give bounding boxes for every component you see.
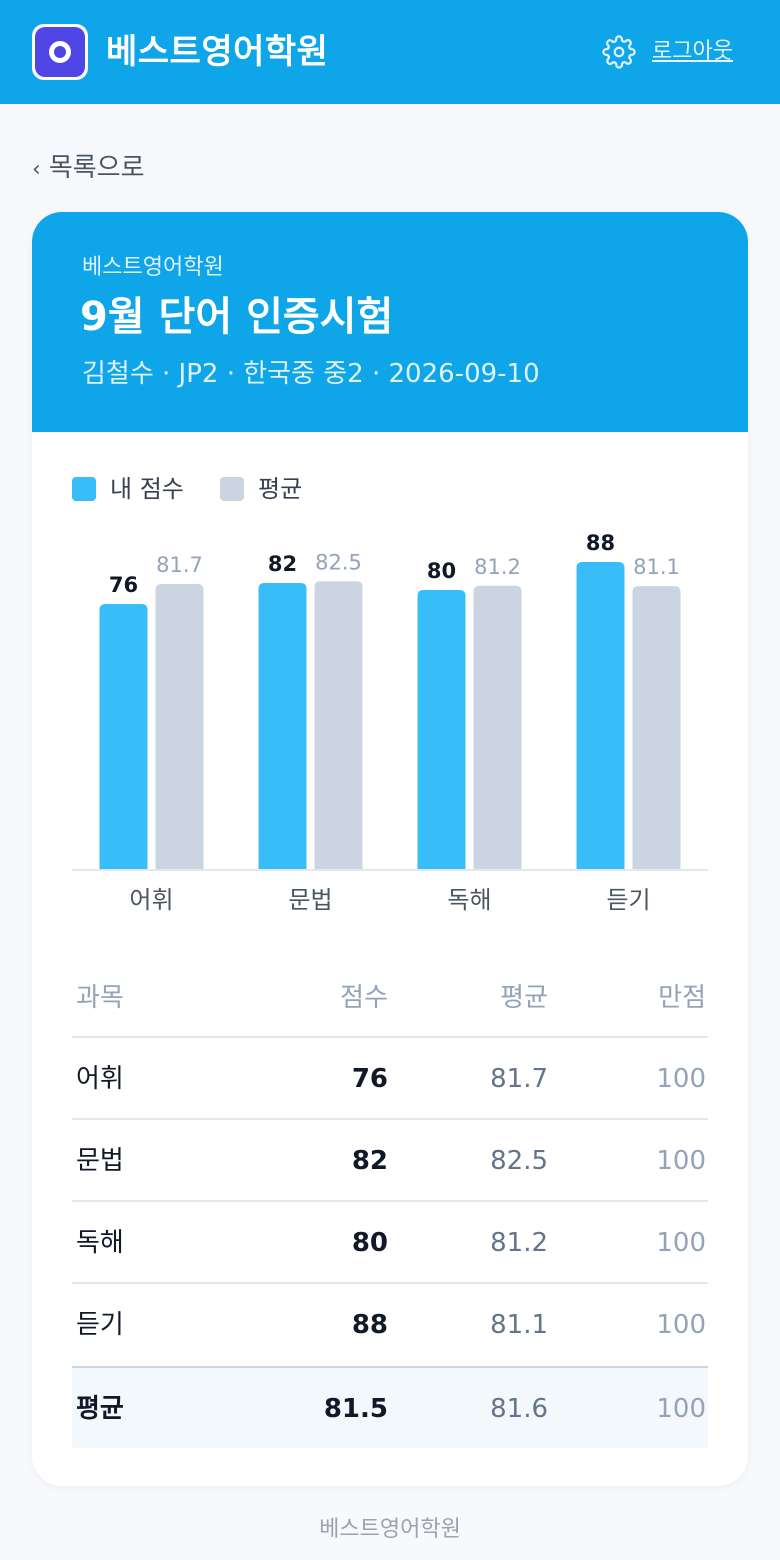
table-row: 문법 82 82.5 100	[72, 1120, 708, 1202]
row-subject: 독해	[76, 1228, 124, 1258]
app-logo-icon[interactable]	[32, 24, 88, 80]
table-header-row: 과목 점수 평균 만점	[72, 958, 708, 1038]
bar-average	[314, 581, 363, 870]
footer-text: 베스트영어학원	[319, 1517, 461, 1542]
result-card: 베스트영어학원 9월 단어 인증시험 김철수 · JP2 · 한국중 중2 · …	[32, 212, 748, 1486]
row-subject: 문법	[76, 1146, 124, 1176]
back-to-list-link[interactable]: ‹ 목록으로	[32, 150, 145, 188]
bar-average	[632, 586, 681, 870]
row-average: 82.5	[490, 1146, 548, 1176]
summary-average: 81.6	[490, 1394, 548, 1424]
bar-label-mine: 76	[109, 573, 138, 597]
exam-title: 9월 단어 인증시험	[80, 294, 394, 340]
result-header: 베스트영어학원 9월 단어 인증시험 김철수 · JP2 · 한국중 중2 · …	[32, 212, 748, 432]
bar-label-average: 81.7	[156, 553, 203, 577]
legend-label-mine: 내 점수	[110, 475, 184, 503]
table-row: 독해 80 81.2 100	[72, 1202, 708, 1284]
back-label: 목록으로	[48, 153, 145, 183]
bar-label-mine: 88	[586, 531, 615, 555]
brand-name: 베스트영어학원	[106, 32, 329, 72]
table-row: 듣기 88 81.1 100	[72, 1284, 708, 1366]
bar-mine	[99, 604, 148, 870]
bar-label-average: 81.2	[474, 555, 521, 579]
x-tick-label: 독해	[447, 886, 491, 914]
bar-average	[155, 584, 204, 870]
x-tick-label: 어휘	[129, 886, 173, 914]
academy-name: 베스트영어학원	[82, 255, 224, 280]
row-max: 100	[656, 1310, 706, 1340]
bar-mine	[258, 583, 307, 870]
row-subject: 어휘	[76, 1064, 124, 1094]
header-average: 평균	[500, 983, 548, 1013]
exam-meta: 김철수 · JP2 · 한국중 중2 · 2026-09-10	[82, 359, 540, 389]
row-score: 82	[351, 1146, 388, 1176]
bar-label-average: 81.1	[633, 555, 680, 579]
bar-label-average: 82.5	[315, 550, 362, 574]
row-average: 81.2	[490, 1228, 548, 1258]
summary-score: 81.5	[323, 1394, 388, 1424]
legend-label-average: 평균	[258, 475, 303, 503]
row-max: 100	[656, 1064, 706, 1094]
row-max: 100	[656, 1146, 706, 1176]
header-max: 만점	[658, 983, 706, 1013]
settings-gear-icon[interactable]	[602, 35, 636, 69]
row-subject: 듣기	[76, 1310, 124, 1340]
legend-swatch-average	[220, 477, 244, 501]
bar-label-mine: 82	[268, 552, 297, 576]
legend-swatch-mine	[72, 477, 96, 501]
chevron-left-icon: ‹	[32, 157, 41, 182]
x-tick-label: 듣기	[606, 886, 650, 914]
logout-link[interactable]: 로그아웃	[652, 39, 733, 64]
row-score: 76	[351, 1064, 388, 1094]
row-average: 81.7	[490, 1064, 548, 1094]
row-max: 100	[656, 1228, 706, 1258]
header-subject: 과목	[76, 983, 124, 1013]
top-bar: 베스트영어학원 로그아웃	[0, 0, 780, 104]
row-average: 81.1	[490, 1310, 548, 1340]
score-bar-chart: 76 81.7 어휘 82 82.5 문법 80 81.2 독해 88 81.1 듣기	[72, 531, 708, 914]
row-score: 80	[351, 1228, 388, 1258]
bar-mine	[576, 562, 625, 870]
score-table: 과목 점수 평균 만점 어휘 76 81.7 100 문법 82 82.5 10…	[72, 958, 708, 1448]
row-score: 88	[351, 1310, 388, 1340]
x-tick-label: 문법	[288, 886, 332, 914]
table-row: 어휘 76 81.7 100	[72, 1038, 708, 1120]
bar-label-mine: 80	[427, 559, 456, 583]
table-summary-row: 평균 81.5 81.6 100	[72, 1366, 708, 1448]
bar-average	[473, 585, 522, 870]
bar-mine	[417, 590, 466, 870]
header-score: 점수	[340, 983, 388, 1013]
summary-max: 100	[656, 1394, 706, 1424]
summary-label: 평균	[76, 1394, 124, 1424]
